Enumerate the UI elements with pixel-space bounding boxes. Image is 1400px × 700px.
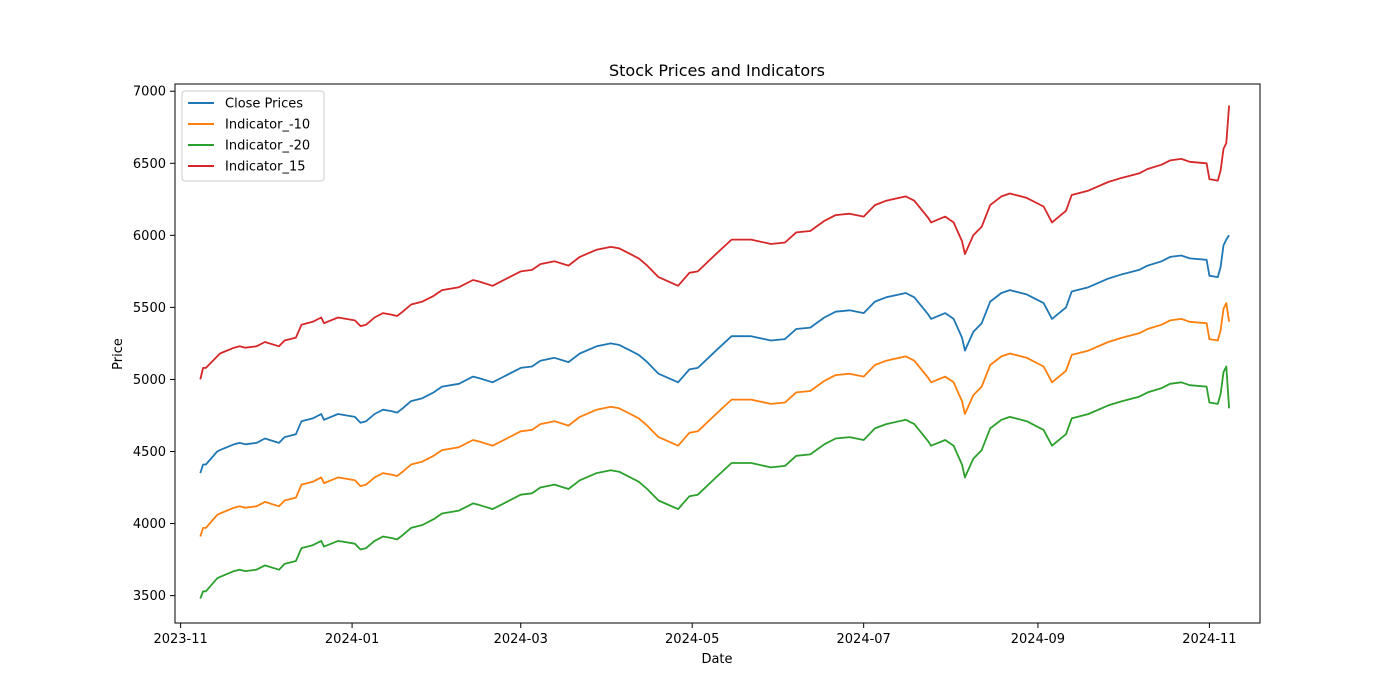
series-line-1 [199,302,1230,537]
series-line-2 [199,365,1230,599]
series-layer [199,105,1230,599]
x-tick-label: 2024-01 [325,632,379,647]
chart-title: Stock Prices and Indicators [609,61,825,80]
y-tick-label: 6500 [133,157,166,172]
legend-label: Indicator_-10 [225,118,310,133]
x-tick-label: 2024-07 [837,632,891,647]
y-tick-label: 4000 [133,517,166,532]
legend-label: Close Prices [225,97,303,112]
y-axis-label: Price [111,338,126,370]
x-axis: 2023-11 2024-01 2024-03 2024-05 2024-07 2024-… [153,623,1237,647]
legend: Close Prices Indicator_-10 Indicator_-20 In… [181,90,325,182]
x-tick-label: 2024-05 [665,632,719,647]
y-tick-label: 7000 [133,85,166,100]
x-axis-label: Date [701,652,732,667]
y-tick-label: 4500 [133,445,166,460]
x-tick-label: 2024-09 [1011,632,1065,647]
series-line-3 [199,105,1230,380]
y-tick-label: 3500 [133,589,166,604]
y-axis: 3500 4000 4500 5000 5500 6000 6500 7000 [133,85,175,604]
legend-label: Indicator_15 [225,160,306,175]
y-tick-label: 5500 [133,301,166,316]
y-tick-label: 6000 [133,229,166,244]
x-tick-label: 2024-03 [494,632,548,647]
legend-label: Indicator_-20 [225,139,310,154]
legend-box [181,90,325,182]
y-tick-label: 5000 [133,373,166,388]
x-tick-label: 2023-11 [153,632,207,647]
x-tick-label: 2024-11 [1182,632,1236,647]
series-line-0 [199,234,1230,474]
plot-frame [174,83,1261,624]
